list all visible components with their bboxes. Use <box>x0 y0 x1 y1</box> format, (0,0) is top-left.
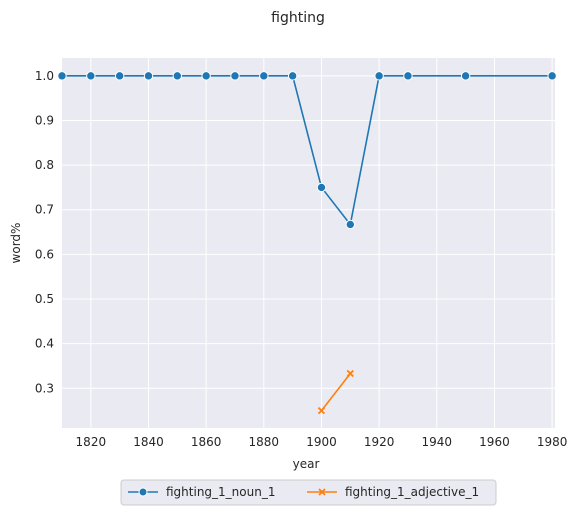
data-point <box>143 71 154 81</box>
legend-marker <box>138 487 148 497</box>
x-tick-label: 1960 <box>479 435 510 449</box>
marker-stroke <box>346 369 354 378</box>
x-tick-label: 1860 <box>191 435 222 449</box>
y-tick-label: 0.8 <box>35 158 54 172</box>
legend-label: fighting_1_adjective_1 <box>345 485 479 499</box>
data-point <box>172 71 183 81</box>
data-point <box>114 71 125 81</box>
chart-title: fighting <box>271 10 325 26</box>
grid <box>62 58 555 428</box>
x-tick-label: 1900 <box>306 435 337 449</box>
y-tick-labels: 0.3 0.4 0.5 0.6 0.7 0.8 0.9 1.0 <box>35 69 54 395</box>
y-axis-label: word% <box>9 223 23 264</box>
y-tick-label: 0.3 <box>35 381 54 395</box>
data-point <box>346 369 354 378</box>
legend-marker <box>318 488 326 496</box>
x-tick-label: 1980 <box>537 435 568 449</box>
data-point <box>345 219 356 230</box>
x-tick-label: 1820 <box>76 435 107 449</box>
marker-stroke <box>318 488 326 496</box>
data-point <box>460 71 471 81</box>
series-layer <box>57 71 557 415</box>
data-point <box>374 71 384 81</box>
x-tick-label: 1840 <box>133 435 164 449</box>
data-point <box>287 71 298 81</box>
x-tick-label: 1920 <box>364 435 395 449</box>
data-point <box>86 71 96 81</box>
y-tick-label: 0.6 <box>35 247 54 261</box>
data-point <box>316 182 327 193</box>
legend-label: fighting_1_noun_1 <box>166 485 275 499</box>
plot-area <box>62 58 555 428</box>
x-axis-label: year <box>293 457 320 471</box>
marker-stroke <box>317 406 326 415</box>
y-tick-label: 0.9 <box>35 113 54 127</box>
series-line-2 <box>320 373 351 412</box>
data-point <box>230 71 240 81</box>
data-point <box>547 71 557 81</box>
legend: fighting_1_noun_1 fighting_1_adjective_1 <box>120 479 497 506</box>
y-tick-label: 1.0 <box>35 69 54 83</box>
data-point <box>403 71 413 81</box>
data-point <box>57 71 67 81</box>
y-tick-label: 0.7 <box>35 203 54 217</box>
x-tick-label: 1940 <box>422 435 453 449</box>
data-point <box>259 71 269 81</box>
y-tick-label: 0.5 <box>35 292 54 306</box>
y-tick-label: 0.4 <box>35 337 54 351</box>
data-point <box>317 406 326 415</box>
x-tick-labels: 1820 1840 1860 1880 1900 1920 1940 1960 1980 <box>76 435 568 449</box>
x-tick-label: 1880 <box>249 435 280 449</box>
data-point <box>201 71 211 81</box>
